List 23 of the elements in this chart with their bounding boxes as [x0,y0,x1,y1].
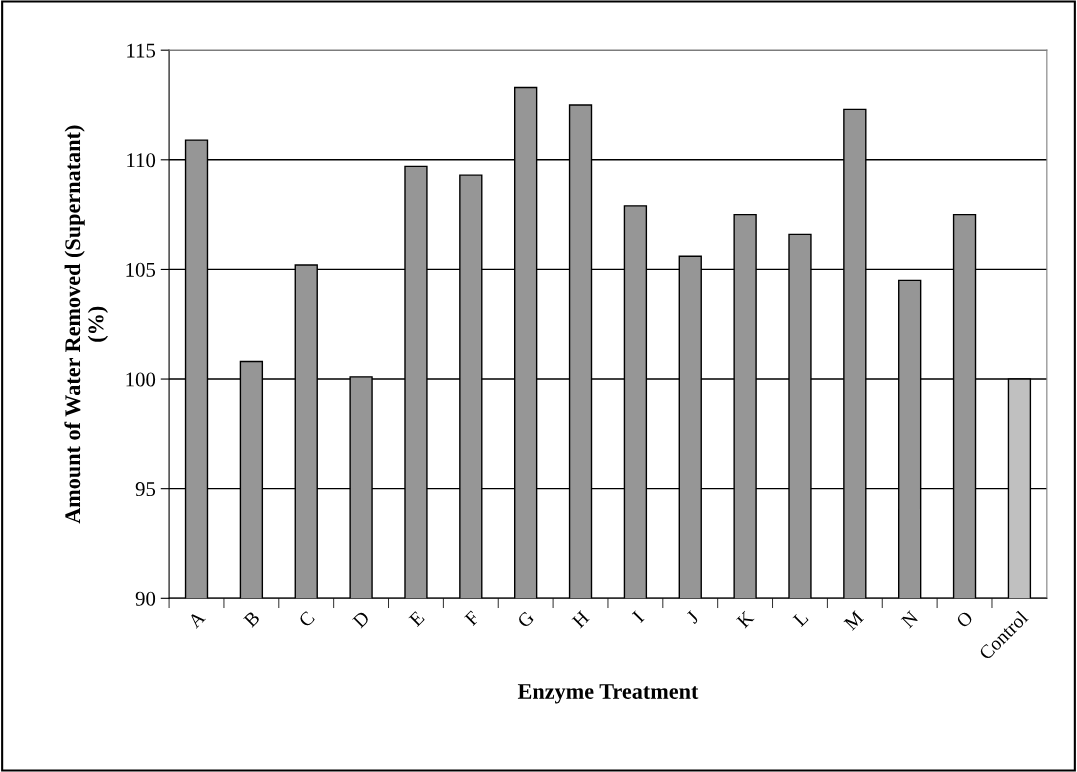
x-tick-label: G [516,610,535,629]
x-tick-label: A [187,609,206,629]
x-tick-label: E [408,610,425,627]
y-tick-label: 105 [126,262,156,277]
x-tick-label: K [736,610,755,629]
x-tick-label: H [571,610,590,629]
y-tick-label: 95 [135,482,156,497]
y-tick-label: 100 [126,372,156,387]
x-tick-label: F [464,610,480,627]
x-tick-label: J [685,610,700,625]
x-tick-label: N [900,610,919,629]
x-tick-label: C [298,610,316,628]
y-tick-label: 90 [135,591,156,606]
x-tick-label: O [955,610,974,629]
x-tick-label: I [631,610,645,624]
y-axis-title: Amount of Water Removed (Supernatant) (%) [64,125,108,524]
y-tick-label: 110 [127,153,156,168]
x-tick-label: M [843,610,864,631]
x-tick-label: D [352,610,371,629]
x-tick-label: L [792,610,809,627]
y-tick-label: 115 [127,43,156,58]
x-axis-title: Enzyme Treatment [517,684,699,704]
x-tick-label: B [243,610,261,628]
